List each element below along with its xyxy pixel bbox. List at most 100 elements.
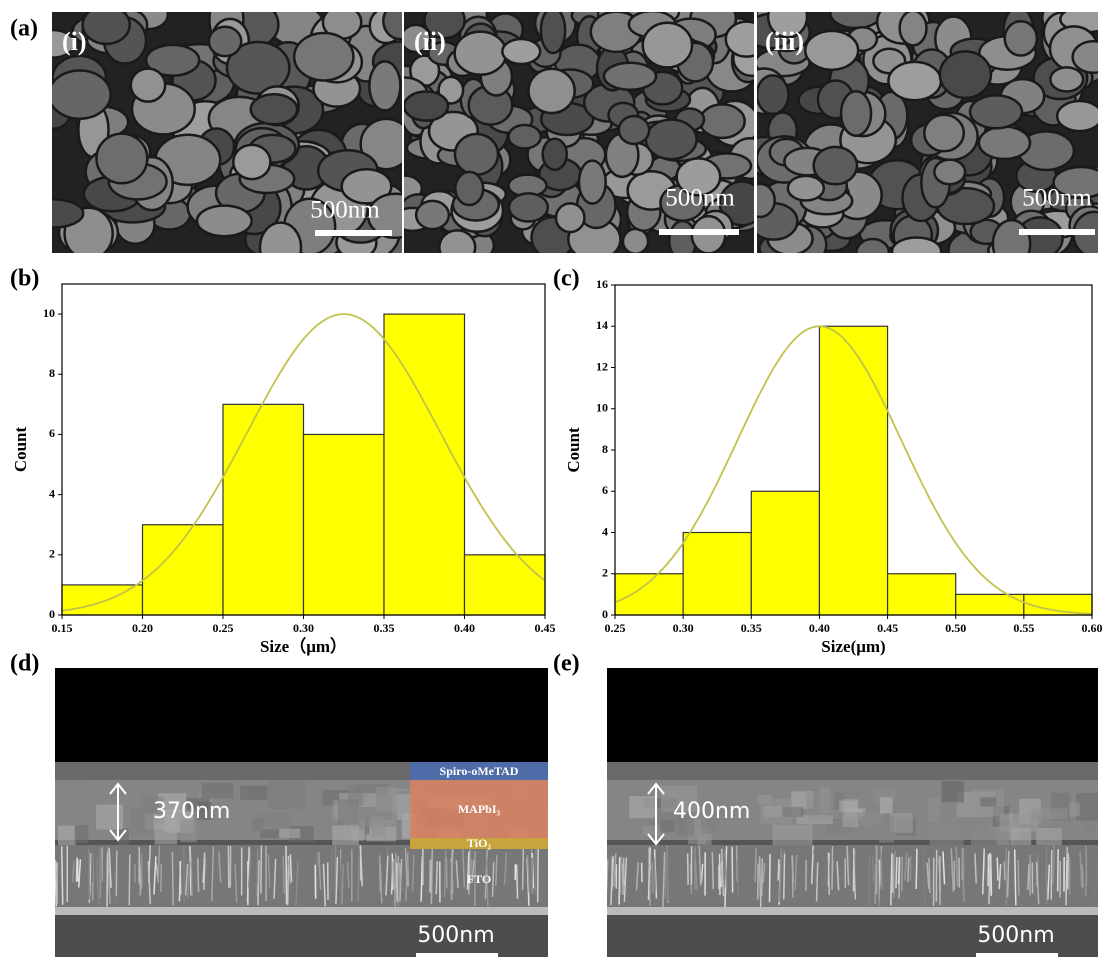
grain [977, 125, 1032, 161]
grain [724, 20, 754, 58]
scale-label: 500nm [977, 923, 1054, 948]
grain [423, 12, 466, 40]
crystal [980, 797, 997, 807]
crystal [929, 824, 964, 846]
glass [607, 915, 1098, 957]
streak [827, 852, 831, 895]
crystal [941, 780, 964, 803]
crystal [962, 807, 984, 817]
crystal [1069, 802, 1080, 817]
grain [95, 132, 149, 185]
streak [341, 864, 344, 905]
streak [955, 847, 959, 887]
grain [129, 67, 167, 103]
sem-top [757, 12, 1098, 253]
bar [682, 531, 752, 616]
crystal [659, 819, 675, 833]
crystal [255, 812, 291, 827]
streak [813, 849, 817, 887]
streak [966, 845, 971, 897]
streak [471, 859, 475, 883]
grain [144, 43, 201, 77]
streak [186, 862, 191, 898]
streak [1079, 851, 1083, 889]
streak [357, 856, 360, 901]
layer-perovskite [410, 780, 548, 838]
streak [346, 861, 350, 888]
x-tick-label: 0.50 [945, 621, 966, 635]
streak [758, 855, 762, 895]
streak [107, 847, 111, 904]
grain [453, 30, 508, 77]
streak [1006, 850, 1010, 898]
grain [602, 61, 658, 91]
streak [189, 845, 192, 896]
crystal [1031, 808, 1068, 820]
scale-bar [1019, 229, 1095, 235]
streak [267, 854, 271, 888]
streak [762, 862, 766, 884]
crystal [643, 798, 678, 809]
streak [153, 856, 157, 895]
streak [256, 849, 259, 897]
x-axis-label: Size（μm） [260, 636, 347, 656]
grain [52, 28, 76, 59]
streak [445, 858, 448, 889]
crystal [782, 806, 804, 817]
streak [455, 860, 459, 889]
y-tick-label: 10 [596, 401, 608, 415]
bar [614, 573, 684, 616]
x-tick-label: 0.60 [1082, 621, 1103, 635]
streak [98, 848, 102, 905]
crystal [856, 812, 884, 826]
streak [711, 852, 715, 890]
grain [839, 90, 873, 137]
streak [778, 849, 783, 902]
x-tick-label: 0.30 [293, 621, 314, 635]
streak [385, 855, 389, 896]
streak [998, 863, 1002, 890]
y-tick-label: 10 [43, 306, 55, 320]
sub-label: (i) [62, 27, 87, 56]
streak [1065, 859, 1068, 906]
crystal [796, 815, 833, 825]
grain [539, 12, 567, 55]
streak [868, 853, 871, 907]
streak [217, 851, 222, 883]
grain [258, 221, 303, 253]
fit-curve [614, 325, 1093, 615]
grain [501, 37, 542, 66]
y-tick-label: 4 [602, 524, 608, 538]
grain [1071, 39, 1098, 75]
streak [720, 848, 725, 897]
streak [794, 855, 798, 891]
streak [60, 846, 64, 905]
grain [887, 60, 943, 102]
streak [1084, 858, 1088, 897]
streak [607, 859, 609, 896]
streak [890, 853, 893, 906]
grain [757, 74, 790, 116]
streak [203, 858, 206, 890]
scale-bar [976, 953, 1058, 957]
streak [613, 853, 617, 887]
streak [662, 851, 666, 907]
x-tick-label: 0.55 [1013, 621, 1034, 635]
x-tick-label: 0.35 [741, 621, 762, 635]
y-tick-label: 6 [49, 426, 55, 440]
crystal [970, 829, 1009, 848]
streak [75, 857, 78, 882]
crystal [677, 813, 695, 836]
crystal [1011, 828, 1032, 848]
crystal [879, 797, 893, 814]
layer-label: TiO₂ [467, 836, 491, 850]
crystal [59, 783, 86, 810]
crystal [117, 828, 129, 846]
sem-top [404, 12, 754, 253]
streak [184, 864, 189, 896]
streak [394, 853, 397, 903]
grain [644, 118, 698, 161]
streak [653, 858, 657, 892]
grain [292, 31, 355, 82]
bar [750, 490, 821, 616]
